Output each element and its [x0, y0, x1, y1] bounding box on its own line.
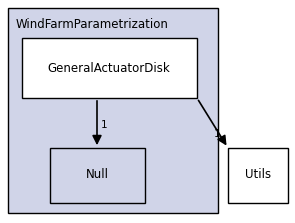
Text: 1: 1	[101, 120, 108, 130]
Bar	[8, 8, 218, 213]
Bar	[22, 38, 197, 98]
Bar	[228, 148, 288, 203]
Text: WindFarmParametrization: WindFarmParametrization	[16, 18, 169, 31]
Text: Utils: Utils	[245, 169, 271, 182]
Text: GeneralActuatorDisk: GeneralActuatorDisk	[47, 62, 171, 74]
Text: 1: 1	[214, 129, 221, 139]
Bar	[50, 148, 145, 203]
Text: Null: Null	[86, 169, 109, 182]
